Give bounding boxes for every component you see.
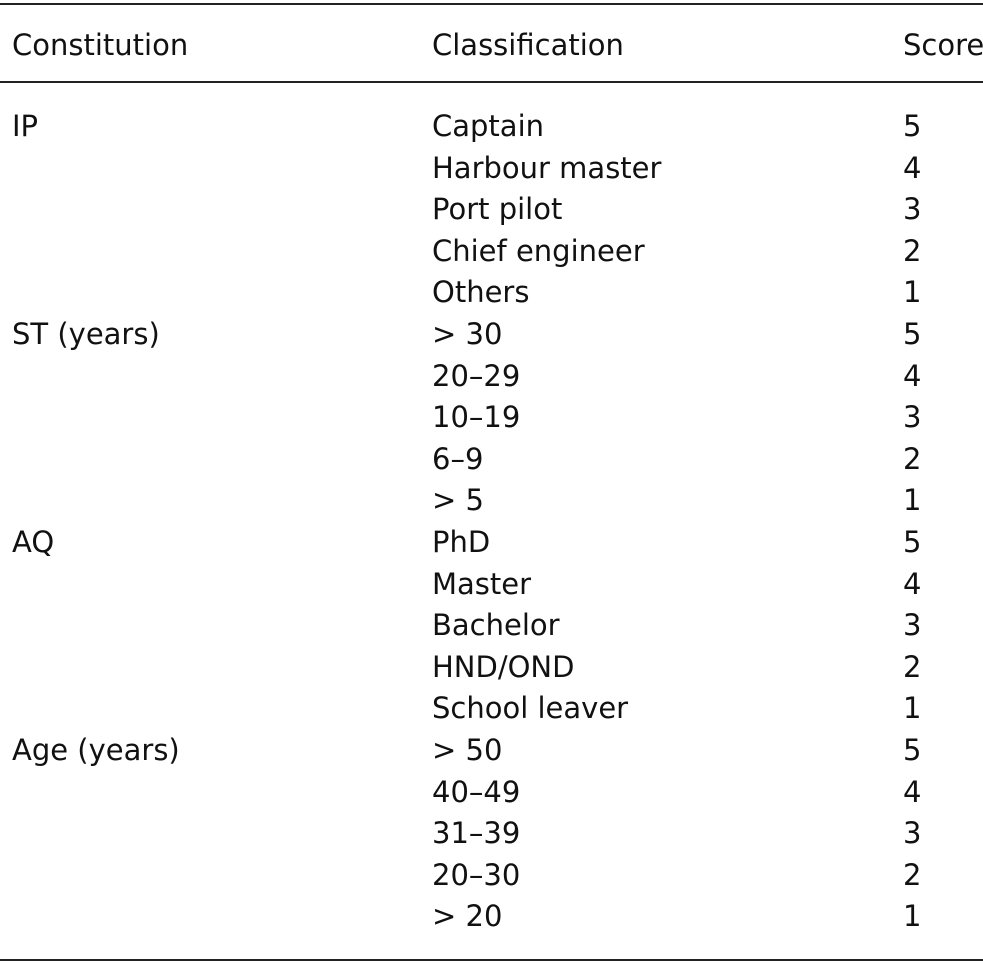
- header-cell: Score: [903, 28, 983, 62]
- score-cell: 2: [903, 441, 922, 476]
- classification-cell: > 30: [432, 317, 503, 351]
- classification-cell: Others: [432, 275, 530, 310]
- classification-cell: > 5: [432, 483, 484, 518]
- constitution-cell: Age (years): [12, 733, 180, 767]
- score-cell: 5: [903, 733, 922, 767]
- header-rule: [0, 81, 983, 83]
- classification-cell: 6–9: [432, 441, 484, 476]
- classification-cell: > 50: [432, 733, 503, 767]
- score-cell: 3: [903, 192, 922, 227]
- score-cell: 2: [903, 649, 922, 684]
- classification-cell: HND/OND: [432, 649, 575, 684]
- score-cell: 4: [903, 774, 922, 809]
- score-cell: 5: [903, 317, 922, 351]
- classification-cell: Harbour master: [432, 150, 662, 185]
- score-cell: 1: [903, 691, 922, 726]
- score-cell: 4: [903, 358, 922, 393]
- constitution-cell: IP: [12, 109, 39, 143]
- classification-cell: PhD: [432, 525, 491, 559]
- classification-cell: School leaver: [432, 691, 629, 726]
- classification-cell: 20–30: [432, 857, 521, 892]
- score-cell: 2: [903, 233, 922, 268]
- score-cell: 5: [903, 525, 922, 559]
- constitution-cell: AQ: [12, 525, 55, 559]
- classification-cell: Captain: [432, 109, 545, 143]
- score-cell: 1: [903, 275, 922, 310]
- classification-cell: Bachelor: [432, 608, 560, 643]
- score-cell: 3: [903, 608, 922, 643]
- classification-cell: 10–19: [432, 400, 521, 435]
- score-cell: 4: [903, 150, 922, 185]
- header-cell: Classification: [432, 28, 624, 62]
- bottom-rule: [0, 959, 983, 961]
- classification-cell: > 20: [432, 899, 503, 934]
- classification-cell: Chief engineer: [432, 233, 645, 268]
- score-cell: 3: [903, 400, 922, 435]
- classification-cell: Port pilot: [432, 192, 563, 227]
- score-cell: 5: [903, 109, 922, 143]
- top-rule: [0, 3, 983, 5]
- score-cell: 1: [903, 483, 922, 518]
- classification-cell: 20–29: [432, 358, 521, 393]
- score-cell: 3: [903, 816, 922, 851]
- classification-cell: 40–49: [432, 774, 521, 809]
- score-cell: 4: [903, 566, 922, 601]
- score-cell: 2: [903, 857, 922, 892]
- classification-cell: 31–39: [432, 816, 521, 851]
- score-cell: 1: [903, 899, 922, 934]
- constitution-cell: ST (years): [12, 317, 160, 351]
- classification-cell: Master: [432, 566, 532, 601]
- header-cell: Constitution: [12, 28, 189, 62]
